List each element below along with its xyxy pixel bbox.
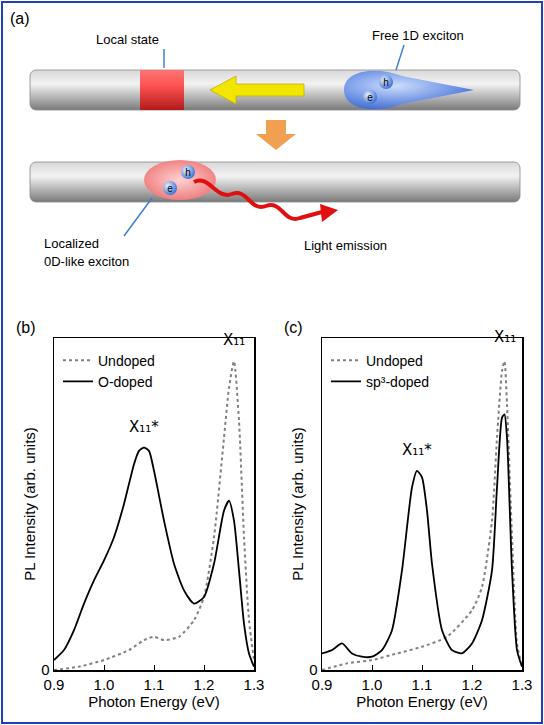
svg-text:sp³-doped: sp³-doped <box>366 374 429 390</box>
svg-text:PL Intensity (arb. units): PL Intensity (arb. units) <box>289 427 306 581</box>
svg-text:Undoped: Undoped <box>366 353 423 369</box>
svg-text:X₁₁: X₁₁ <box>494 328 516 346</box>
svg-text:1.3: 1.3 <box>244 676 265 693</box>
svg-text:0: 0 <box>309 661 317 678</box>
svg-text:Free 1D exciton: Free 1D exciton <box>372 28 464 43</box>
svg-text:Local state: Local state <box>96 32 159 47</box>
svg-text:Undoped: Undoped <box>98 353 155 369</box>
svg-text:Light emission: Light emission <box>304 238 387 253</box>
svg-text:h: h <box>185 167 191 178</box>
svg-text:e: e <box>367 92 373 103</box>
svg-text:(c): (c) <box>284 319 303 336</box>
svg-text:0.9: 0.9 <box>312 676 333 693</box>
svg-text:0D-like exciton: 0D-like exciton <box>44 254 129 269</box>
svg-text:h: h <box>383 77 389 88</box>
svg-text:O-doped: O-doped <box>98 374 152 390</box>
svg-text:1.2: 1.2 <box>194 676 215 693</box>
svg-text:1.3: 1.3 <box>512 676 533 693</box>
svg-text:(b): (b) <box>16 319 36 336</box>
svg-text:1.1: 1.1 <box>144 676 165 693</box>
svg-text:1.0: 1.0 <box>94 676 115 693</box>
svg-text:1.2: 1.2 <box>462 676 483 693</box>
svg-text:Photon Energy (eV): Photon Energy (eV) <box>356 693 488 710</box>
svg-text:X₁₁: X₁₁ <box>223 331 245 349</box>
svg-text:1.1: 1.1 <box>412 676 433 693</box>
svg-text:X₁₁*: X₁₁* <box>402 441 432 459</box>
svg-text:0: 0 <box>41 661 49 678</box>
svg-text:X₁₁*: X₁₁* <box>129 418 159 436</box>
svg-text:Localized: Localized <box>44 236 99 251</box>
svg-text:e: e <box>167 183 173 194</box>
svg-text:0.9: 0.9 <box>44 676 65 693</box>
svg-text:(a): (a) <box>10 10 30 27</box>
svg-text:Photon Energy (eV): Photon Energy (eV) <box>88 693 220 710</box>
svg-text:1.0: 1.0 <box>362 676 383 693</box>
svg-text:PL Intensity (arb. units): PL Intensity (arb. units) <box>21 427 38 581</box>
